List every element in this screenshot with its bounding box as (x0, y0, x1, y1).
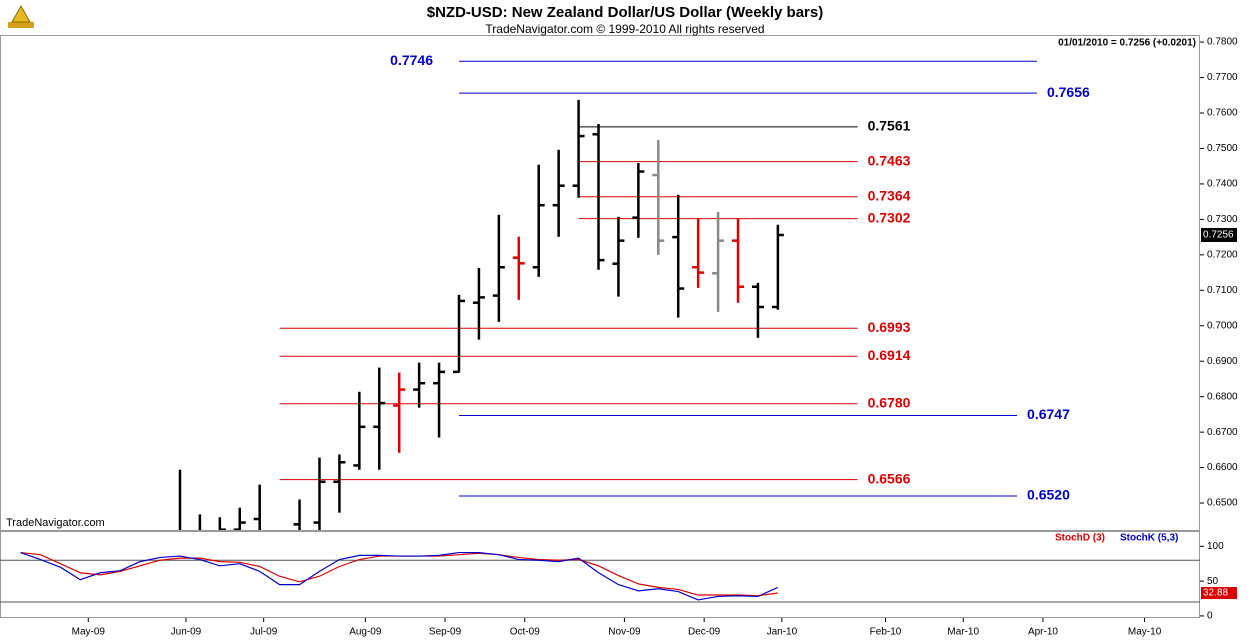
stoch-line (20, 551, 779, 601)
y-tick-label: 0.7600 (1207, 108, 1238, 119)
level-label: 0.7746 (390, 52, 433, 68)
y-tick-label: 0.6700 (1207, 427, 1238, 438)
x-tick-label: Jan-10 (767, 627, 798, 638)
x-tick-label: Mar-10 (947, 627, 979, 638)
x-tick-label: Nov-09 (608, 627, 641, 638)
stoch-plot (0, 551, 1200, 603)
value-tag (1201, 587, 1237, 600)
price-tag (1201, 227, 1237, 242)
x-tick-label: Dec-09 (688, 627, 721, 638)
level-label: 0.7561 (868, 118, 911, 134)
level-label: 0.7463 (868, 152, 911, 168)
y-tick-label: 0.7200 (1207, 249, 1238, 260)
y-tick-label: 0.7100 (1207, 285, 1238, 296)
x-tick-label: Oct-09 (510, 627, 540, 638)
level-label: 0.6993 (868, 319, 911, 335)
header-info: 01/01/2010 = 0.7256 (+0.0201) (1058, 38, 1196, 49)
y-tick-label: 0.6600 (1207, 462, 1238, 473)
level-label: 0.6520 (1027, 487, 1070, 503)
y-tick-label: 0.7300 (1207, 214, 1238, 225)
level-label: 0.6780 (868, 394, 911, 410)
x-tick-label: May-10 (1128, 627, 1162, 638)
main-frame (0, 35, 1200, 531)
y-tick-label: 0.6500 (1207, 498, 1238, 509)
price-tag-label: 0.7256 (1203, 230, 1234, 241)
y-tick-label: 0.6900 (1207, 356, 1238, 367)
level-label: 0.6914 (868, 347, 911, 363)
y-tick-label: 0.6800 (1207, 391, 1238, 402)
level-label: 0.7364 (868, 187, 911, 203)
legend-label: StochD (3) (1055, 533, 1105, 544)
y-tick-label: 100 (1207, 541, 1224, 552)
y-tick-label: 0.7700 (1207, 72, 1238, 83)
chart-title: $NZD-USD: New Zealand Dollar/US Dollar (… (427, 4, 823, 21)
stoch-frame (0, 531, 1200, 618)
main-plot (178, 60, 1037, 530)
legend-label: StochK (5,3) (1120, 533, 1178, 544)
level-label: 0.7302 (868, 209, 911, 225)
x-tick-label: Apr-10 (1028, 627, 1058, 638)
y-tick-label: 0 (1207, 611, 1213, 622)
x-tick-label: Jun-09 (171, 627, 202, 638)
x-tick-label: Jul-09 (250, 627, 278, 638)
x-tick-label: Sep-09 (429, 627, 462, 638)
subtitle: TradeNavigator.com © 1999-2010 All right… (485, 22, 764, 36)
y-tick-label: 0.7500 (1207, 143, 1238, 154)
y-tick-label: 50 (1207, 576, 1219, 587)
x-tick-label: Aug-09 (349, 627, 382, 638)
x-tick-label: May-09 (72, 627, 106, 638)
y-tick-label: 0.7800 (1207, 37, 1238, 48)
x-tick-label: Feb-10 (870, 627, 902, 638)
y-tick-label: 0.7000 (1207, 320, 1238, 331)
value-tag-label: 32.88 (1203, 588, 1228, 599)
level-label: 0.6747 (1027, 406, 1070, 422)
level-label: 0.6566 (868, 470, 911, 486)
logo (8, 4, 34, 28)
level-label: 0.7656 (1047, 84, 1090, 100)
y-tick-label: 0.7400 (1207, 179, 1238, 190)
watermark: TradeNavigator.com (6, 517, 105, 529)
